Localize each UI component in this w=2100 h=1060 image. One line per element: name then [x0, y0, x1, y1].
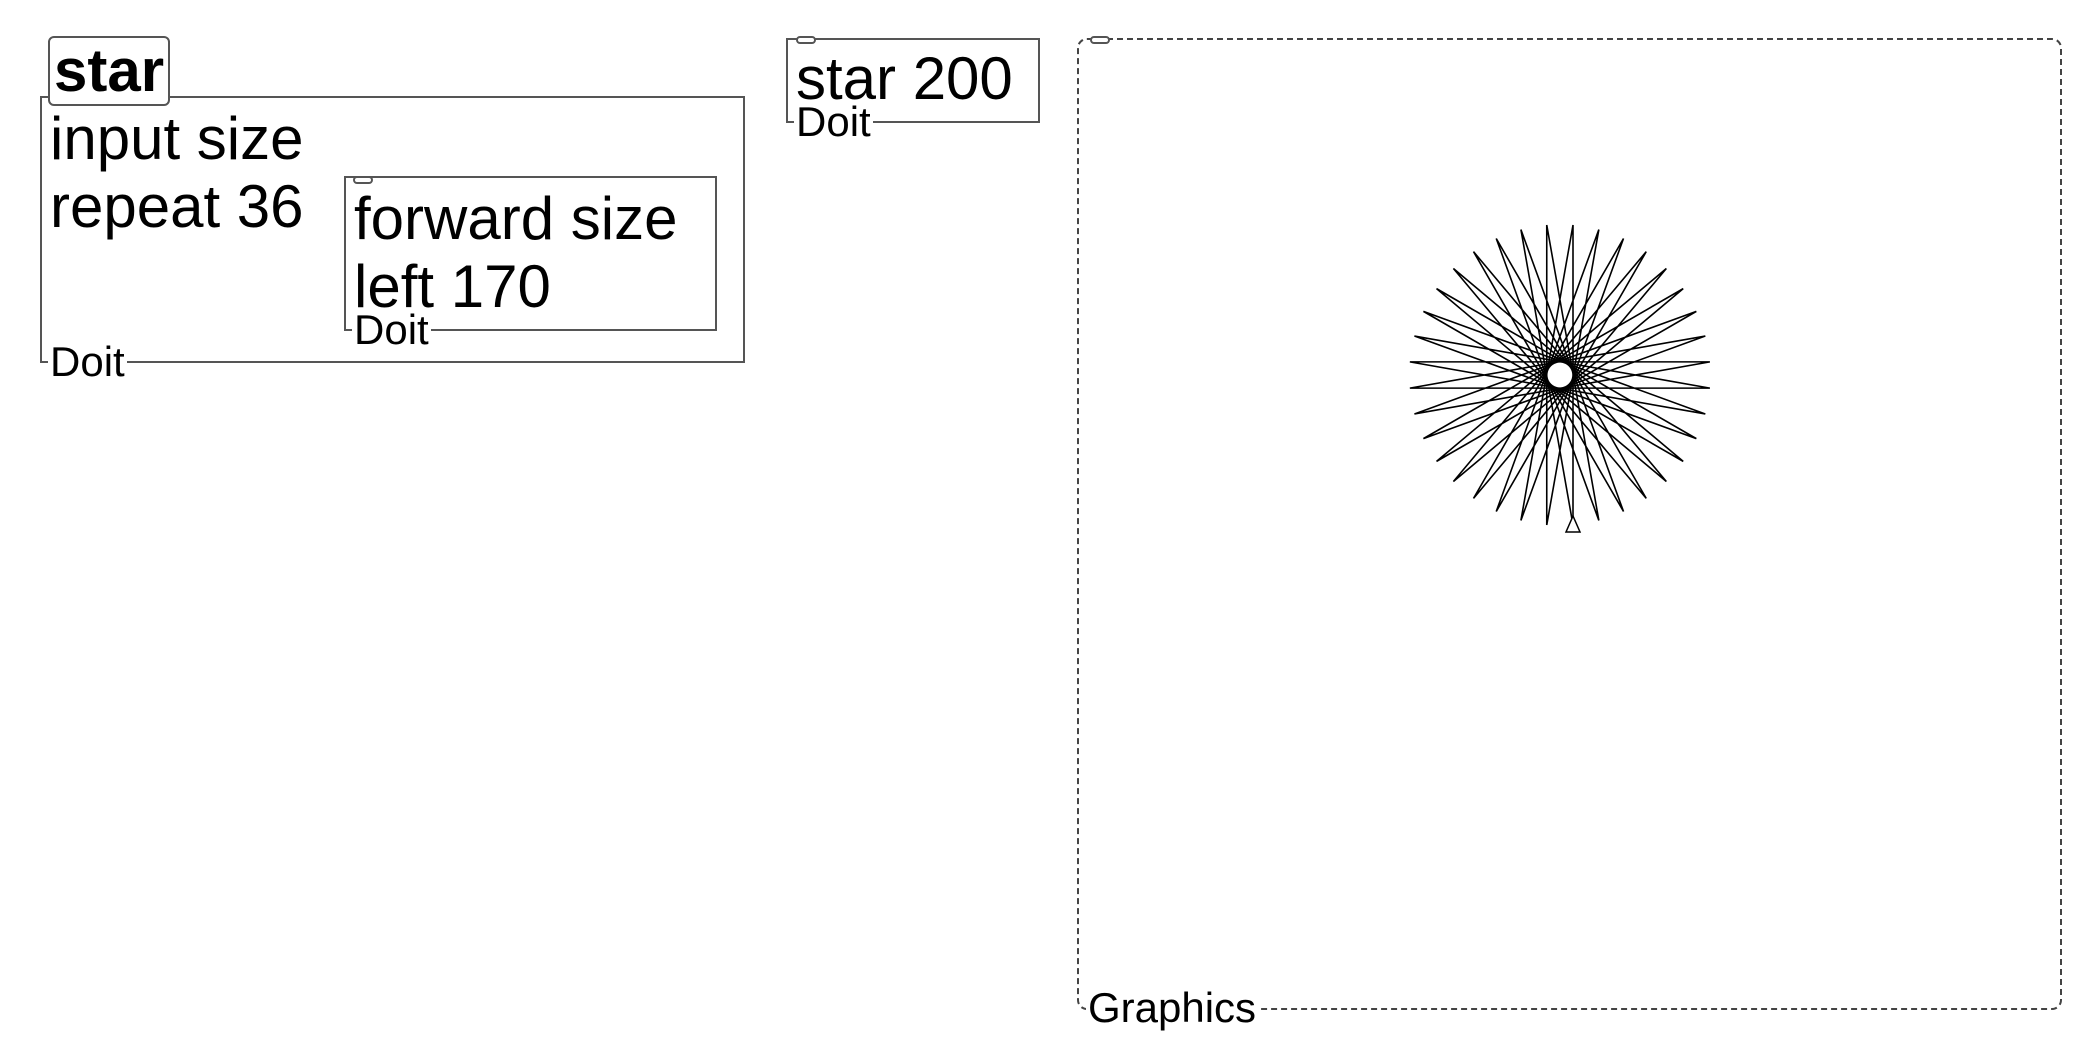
command-block[interactable] — [786, 38, 1040, 123]
code-line-forward[interactable]: forward size — [354, 185, 678, 252]
procedure-star-block[interactable] — [40, 96, 745, 363]
turtle-icon — [1564, 514, 1582, 533]
procedure-title[interactable]: star — [48, 36, 171, 106]
command-drag-handle[interactable] — [796, 36, 816, 44]
code-line-repeat[interactable]: repeat 36 — [50, 173, 304, 240]
procedure-doit-button[interactable]: Doit — [48, 338, 127, 385]
turtle-star-drawing — [1409, 224, 1711, 533]
graphics-drag-handle[interactable] — [1090, 36, 1110, 44]
code-line-input[interactable]: input size — [50, 105, 304, 172]
inner-doit-button[interactable]: Doit — [352, 306, 431, 353]
graphics-label: Graphics — [1086, 984, 1259, 1031]
command-doit-button[interactable]: Doit — [794, 98, 873, 145]
repeat-inner-block[interactable] — [344, 176, 717, 331]
star-path — [1409, 224, 1711, 526]
graphics-canvas[interactable] — [1077, 38, 2062, 1010]
inner-block-drag-handle[interactable] — [353, 176, 373, 184]
